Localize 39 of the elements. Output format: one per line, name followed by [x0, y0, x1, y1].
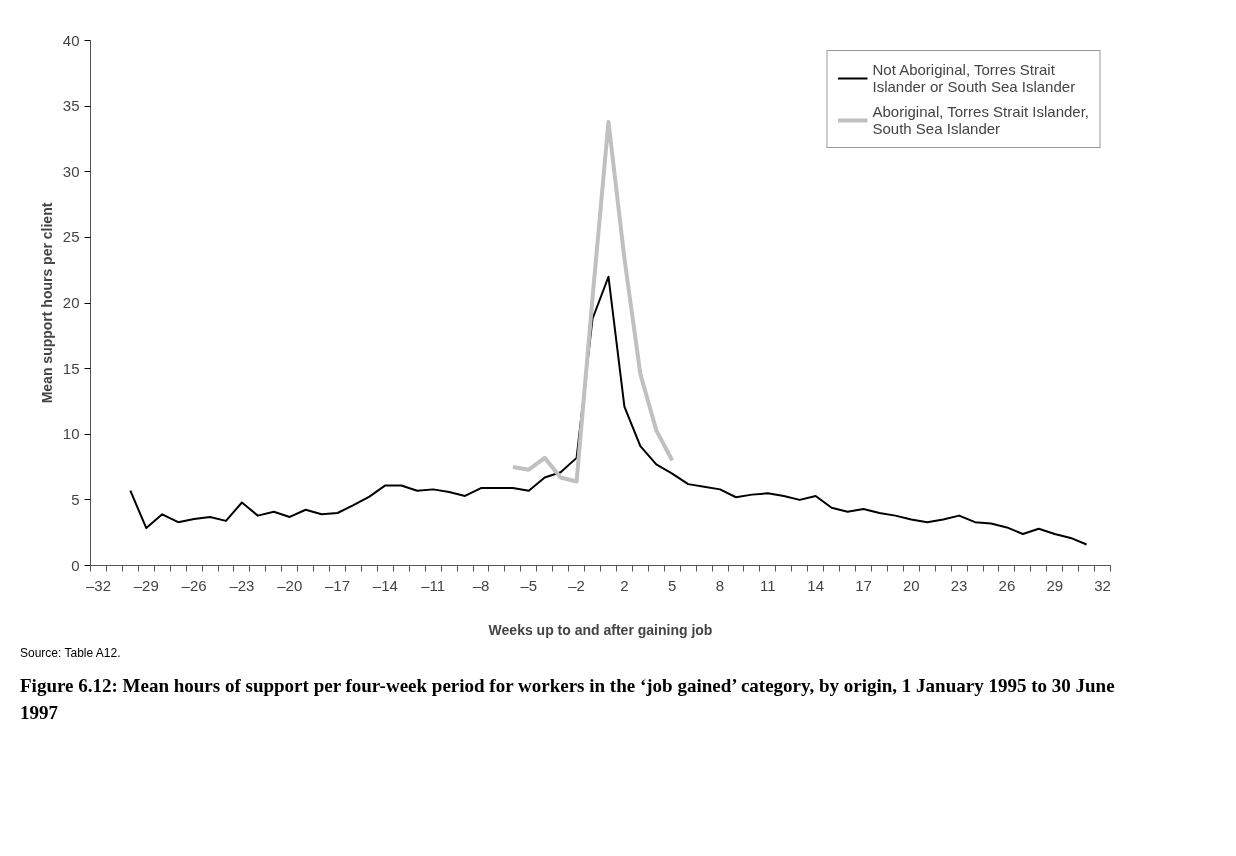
- legend-label: Aboriginal, Torres Strait Islander, South Sea Islander: [872, 103, 1089, 137]
- y-tick-label: 15: [62, 359, 80, 377]
- x-tick-label: –5: [520, 576, 538, 594]
- x-tick-label: –23: [229, 576, 255, 594]
- x-tick-label: 5: [668, 576, 677, 594]
- x-tick-label: –8: [472, 576, 490, 594]
- x-tick-label: 11: [760, 576, 776, 594]
- x-tick-label: 17: [855, 576, 872, 594]
- line-series: [129, 275, 1088, 546]
- y-axis-title: Mean support hours per client: [38, 202, 55, 404]
- x-axis-title: Weeks up to and after gaining job: [488, 621, 713, 638]
- x-tick-label: 2: [620, 576, 629, 594]
- x-tick-label: 14: [807, 576, 824, 594]
- x-tick-label: –20: [277, 576, 303, 594]
- line-series: [510, 119, 675, 484]
- x-tick-label: –14: [372, 576, 398, 594]
- y-tick-label: 20: [62, 294, 80, 311]
- x-tick-label: 26: [998, 576, 1016, 594]
- x-tick-label: 29: [1046, 576, 1064, 594]
- x-tick-label: 32: [1094, 576, 1111, 594]
- x-tick-label: –29: [133, 576, 159, 594]
- y-tick-label: 10: [62, 425, 80, 443]
- x-tick-label: –2: [568, 576, 585, 594]
- x-tick-label: 23: [950, 576, 968, 594]
- x-tick-label: –26: [181, 576, 207, 594]
- x-tick-label: –11: [421, 576, 446, 594]
- x-tick-label: 20: [902, 576, 920, 594]
- y-tick-label: 35: [62, 97, 80, 115]
- y-tick-label: 30: [62, 162, 80, 180]
- y-tick-label: 25: [62, 228, 80, 246]
- source-note: Source: Table A12.: [20, 645, 121, 662]
- x-tick-label: 8: [715, 576, 725, 594]
- text: Figure 6.12: Mean hours of support per four-week period for workers in the ‘job gained’ category, by origin, 1 January 1995 to 30 June 1997: [20, 674, 1116, 726]
- legend-label: Not Aboriginal, Torres Strait Islander or South Sea Islander: [872, 61, 1076, 95]
- y-tick-label: 40: [62, 31, 80, 49]
- y-tick-label: 0: [71, 556, 80, 574]
- x-tick-label: –17: [325, 576, 351, 594]
- y-tick-label: 5: [71, 490, 80, 508]
- x-tick-label: –32: [85, 576, 111, 594]
